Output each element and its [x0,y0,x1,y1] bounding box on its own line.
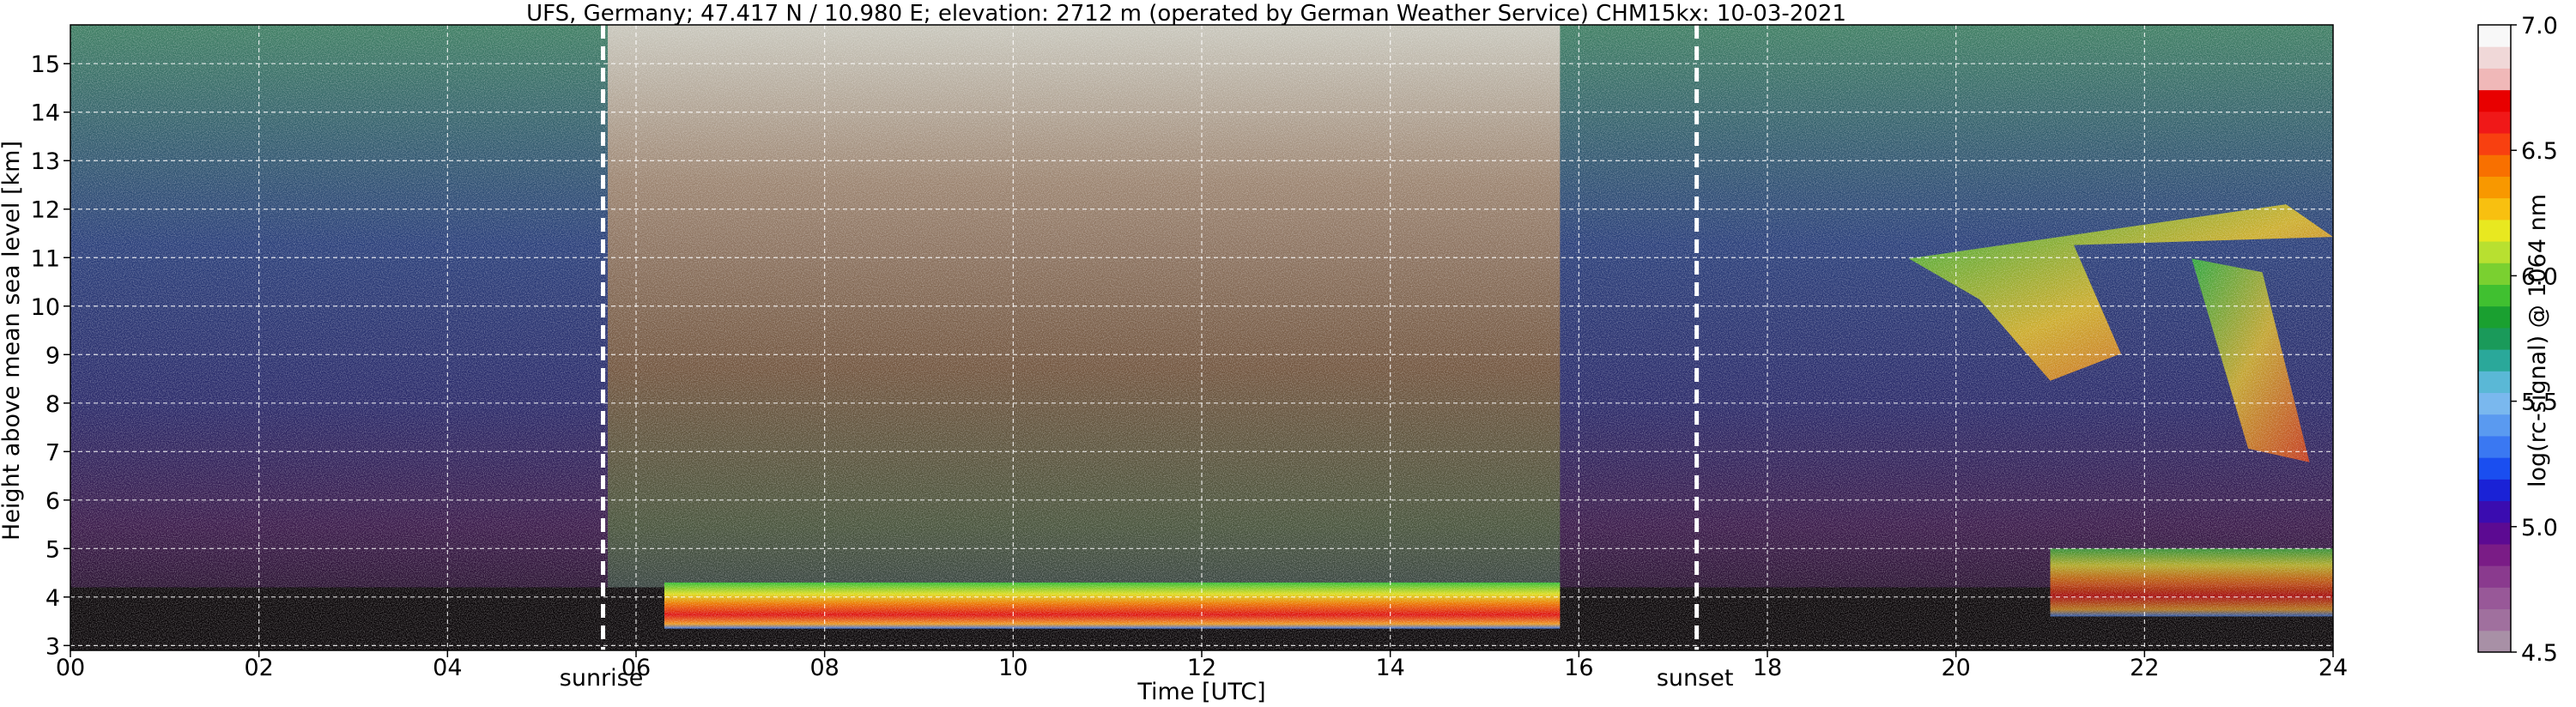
x-tick-label: 16 [1564,655,1593,681]
colorbar-segment [2478,46,2511,69]
colorbar-segment [2478,608,2511,631]
chart-title: UFS, Germany; 47.417 N / 10.980 E; eleva… [526,1,1846,27]
colorbar-segment [2478,133,2511,155]
x-tick-label: 00 [56,655,85,681]
y-tick-label: 10 [31,294,60,321]
y-tick-label: 12 [31,197,60,224]
y-tick-label: 6 [45,488,60,515]
x-tick-label: 06 [621,655,651,681]
colorbar-segment [2478,414,2511,437]
x-tick-label: 04 [433,655,462,681]
x-tick-label: 20 [1941,655,1970,681]
colorbar-segment [2478,435,2511,458]
x-axis: 00 02 04 06 08 10 12 14 16 18 20 22 24 [56,650,2348,681]
marker-layer [601,25,1700,650]
marker-label-sunrise: sunrise [560,665,644,692]
colorbar-frame [2477,24,2512,653]
colorbar-label: log(rc-signal) @ 1064 nm [2524,194,2551,487]
plot-area [70,25,2333,650]
colorbar-tick-label: 6.0 [2521,263,2558,290]
x-axis-label: Time [UTC] [1136,679,1265,705]
y-tick-label: 4 [45,585,60,612]
colorbar-segment [2478,479,2511,502]
x-tick-label: 14 [1375,655,1404,681]
x-tick-label: 18 [1753,655,1782,681]
colorbar-segment [2478,284,2511,307]
colorbar-segment [2478,25,2511,47]
colorbar-segment [2478,197,2511,221]
y-tick-label: 5 [45,536,60,563]
colorbar-segment [2478,371,2511,394]
colorbar: 4.5 5.0 5.5 6.0 6.5 7.0 [2477,13,2558,667]
marker-labels: sunrise sunset [560,665,1734,692]
grid-layer [70,25,2333,650]
x-tick-label: 10 [998,655,1027,681]
colorbar-segment [2478,522,2511,545]
x-tick-label: 22 [2130,655,2159,681]
y-tick-label: 14 [31,100,60,127]
y-tick-label: 8 [45,391,60,418]
colorbar-segment [2478,176,2511,199]
y-tick-label: 11 [31,245,60,272]
colorbar-tick-label: 7.0 [2521,13,2558,39]
colorbar-segment [2478,457,2511,480]
colorbar-tick-label: 5.5 [2521,390,2558,416]
colorbar-segment [2478,630,2511,653]
x-tick-label: 24 [2318,655,2348,681]
colorbar-segment [2478,305,2511,329]
x-tick-label: 02 [244,655,273,681]
x-tick-label: 08 [809,655,839,681]
colorbar-segment [2478,68,2511,91]
colorbar-tick-label: 6.5 [2521,138,2558,165]
colorbar-segment [2478,543,2511,566]
colorbar-segment [2478,500,2511,523]
colorbar-segment [2478,89,2511,112]
y-axis: 3 4 5 6 7 8 9 10 11 12 13 14 15 [31,51,70,660]
marker-label-sunset: sunset [1657,665,1734,692]
colorbar-segment [2478,587,2511,610]
colorbar-segment [2478,565,2511,588]
colorbar-segment [2478,219,2511,242]
y-tick-label: 3 [45,633,60,660]
y-tick-label: 7 [45,439,60,466]
colorbar-segment [2478,349,2511,372]
colorbar-segment [2478,327,2511,350]
y-axis-label: Height above mean sea level [km] [0,141,25,541]
y-tick-label: 13 [31,148,60,175]
colorbar-tick-label: 5.0 [2521,515,2558,541]
x-tick-label: 12 [1187,655,1216,681]
colorbar-segment [2478,111,2511,134]
y-tick-label: 15 [31,51,60,78]
y-tick-label: 9 [45,342,60,369]
colorbar-tick-label: 4.5 [2521,640,2558,667]
colorbar-segment [2478,241,2511,263]
colorbar-segment [2478,392,2511,415]
colorbar-segment [2478,263,2511,285]
colorbar-segment [2478,154,2511,177]
